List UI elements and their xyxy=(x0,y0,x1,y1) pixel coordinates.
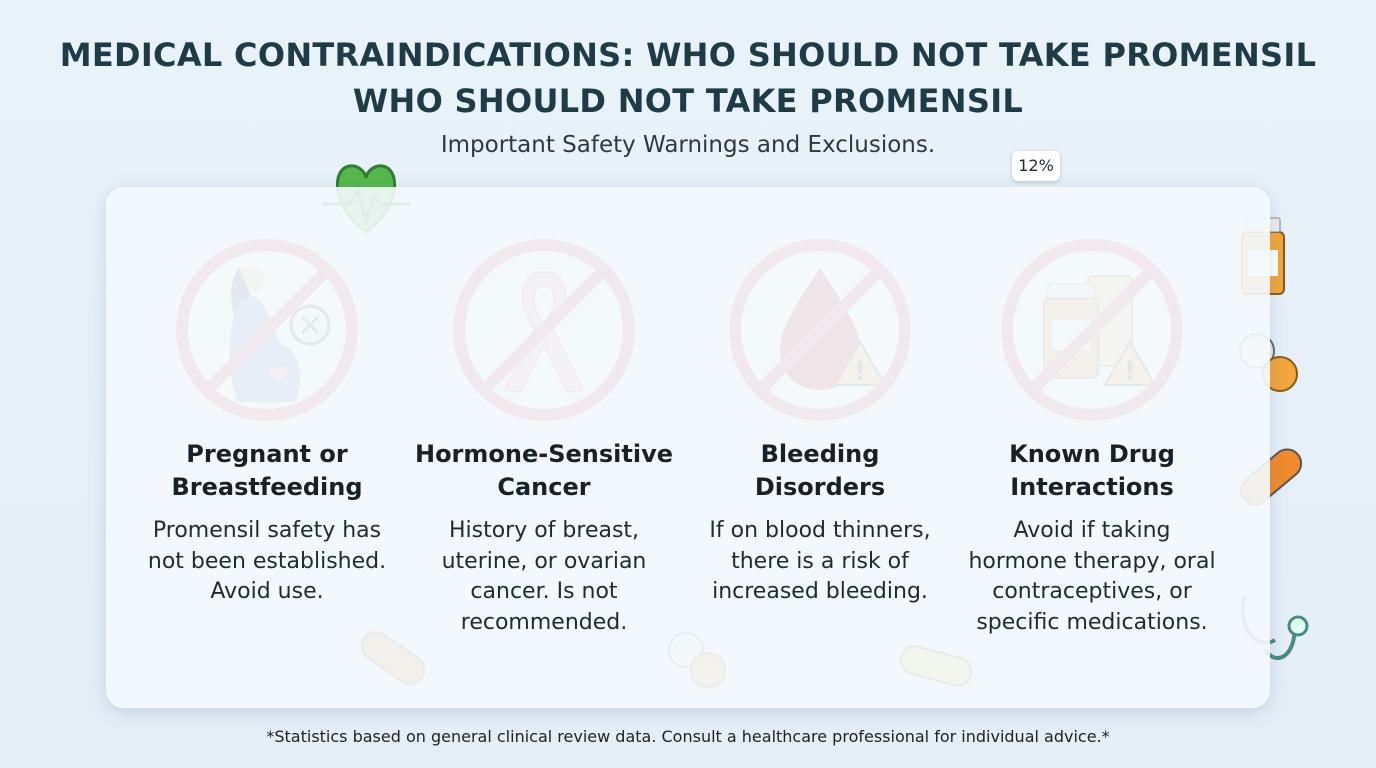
card-body-line: History of breast, xyxy=(448,518,640,543)
card-body-line: contraceptives, or xyxy=(992,579,1192,604)
card-title-line: Interactions xyxy=(1010,473,1174,501)
card-body-line: Promensil safety has xyxy=(152,518,382,543)
card: Known Drug Interactions Avoid if taking hor… xyxy=(956,438,1228,638)
card-title-line: Known Drug xyxy=(1009,440,1175,468)
card-title-line: Breastfeeding xyxy=(171,473,363,501)
card-body-line: Avoid use. xyxy=(210,579,324,604)
footnote: *Statistics based on general clinical re… xyxy=(266,727,1110,746)
card-body-line: cancer. Is not xyxy=(470,579,618,604)
card-title-line: Pregnant or xyxy=(186,440,348,468)
panel xyxy=(106,187,1270,708)
card-body: History of breast, uterine, or ovarian can… xyxy=(408,516,680,638)
card-body-line: there is a risk of xyxy=(731,548,909,574)
card-title: Hormone-Sensitive Cancer xyxy=(408,438,680,504)
card-body-line: hormone therapy, oral xyxy=(968,548,1216,574)
subtitle: Important Safety Warnings and Exclusions… xyxy=(440,132,936,158)
card-title: Pregnant or Breastfeeding xyxy=(131,438,403,504)
card-title: Known Drug Interactions xyxy=(956,438,1228,504)
card-body-line: uterine, or ovarian xyxy=(441,548,647,574)
card-title-line: Bleeding xyxy=(760,440,880,468)
card-body-line: not been established. xyxy=(147,548,387,574)
card-title-line: Cancer xyxy=(497,473,591,501)
card: Bleeding Disorders If on blood thinners, th… xyxy=(684,438,956,608)
card-title: Bleeding Disorders xyxy=(684,438,956,504)
title-line: WHO SHOULD NOT TAKE PROMENSIL xyxy=(352,82,1024,120)
card-body: If on blood thinners, there is a risk of i… xyxy=(684,516,956,608)
card-body-line: increased bleeding. xyxy=(712,579,928,604)
card-title-line: Hormone-Sensitive xyxy=(414,440,673,468)
badge: 12% xyxy=(1012,151,1060,181)
card: Pregnant or Breastfeeding Promensil safety… xyxy=(131,438,403,608)
card: Hormone-Sensitive Cancer History of breast… xyxy=(408,438,680,638)
card-title-line: Disorders xyxy=(754,473,886,501)
title-line: MEDICAL CONTRAINDICATIONS: WHO SHOULD NO… xyxy=(59,36,1317,74)
card-body-line: If on blood thinners, xyxy=(709,518,931,543)
card-body-line: recommended. xyxy=(460,609,628,635)
card-body: Promensil safety has not been established… xyxy=(131,516,403,608)
card-body-line: specific medications. xyxy=(976,609,1208,635)
card-body-line: Avoid if taking xyxy=(1013,518,1171,543)
card-body: Avoid if taking hormone therapy, oral cont… xyxy=(956,516,1228,638)
